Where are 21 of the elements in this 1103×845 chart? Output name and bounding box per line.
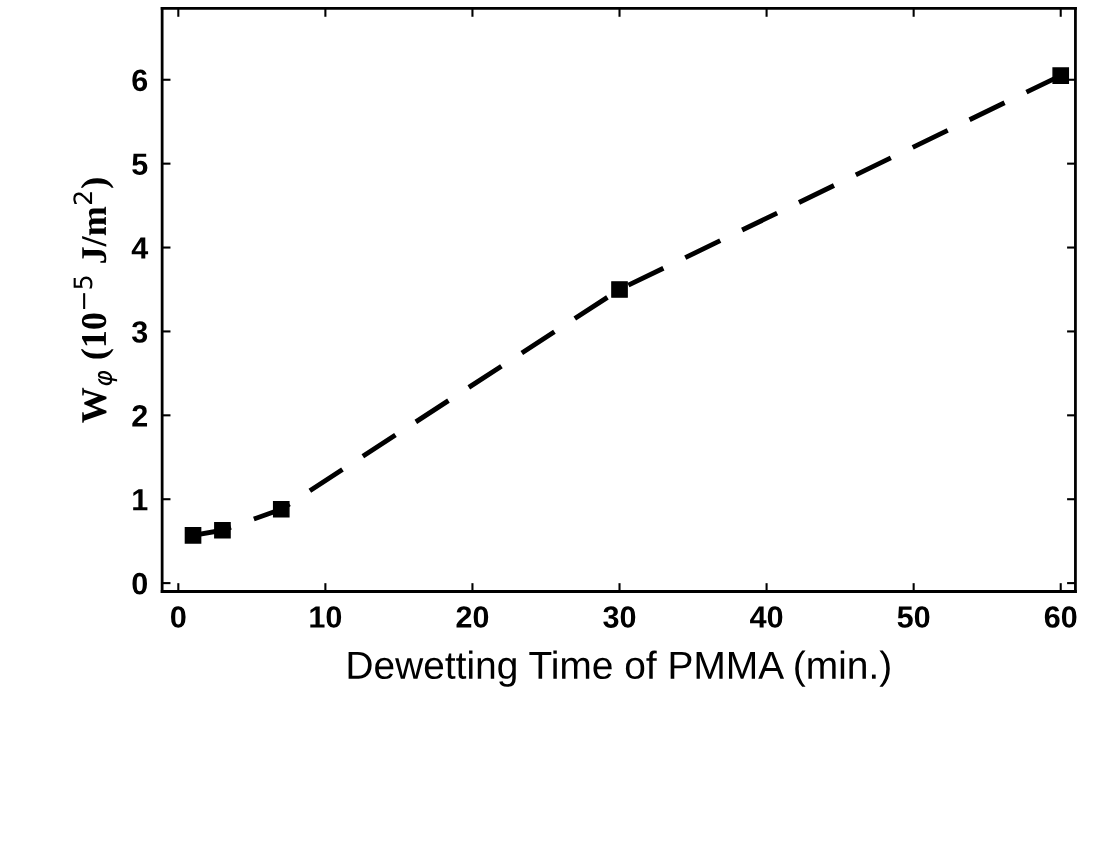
y-axis-title: W$_{φ}$ (10$^{−5}$ J/m$^{2}$) bbox=[73, 178, 118, 423]
x-tick-label: 10 bbox=[310, 606, 342, 628]
point bbox=[272, 500, 290, 518]
y-tick-label: 5 bbox=[132, 153, 148, 176]
x-tick-label: 20 bbox=[456, 606, 489, 628]
y-tick-label: 0 bbox=[132, 572, 147, 595]
y-tick-label: 1 bbox=[133, 489, 148, 511]
x-axis-title: Dewetting Time of PMMA (min.) bbox=[348, 650, 890, 687]
point bbox=[184, 526, 202, 544]
y-tick-label: 2 bbox=[132, 405, 148, 427]
point bbox=[214, 521, 231, 539]
x-tick-label: 60 bbox=[1044, 606, 1077, 628]
x-tick-label: 50 bbox=[897, 606, 930, 628]
y-tick-label: 6 bbox=[132, 69, 148, 92]
point bbox=[611, 281, 628, 298]
x-tick-label: 0 bbox=[171, 606, 186, 628]
point bbox=[1052, 67, 1070, 84]
x-tick-label: 40 bbox=[750, 606, 783, 628]
x-tick-label: 30 bbox=[603, 606, 636, 628]
y-tick-label: 3 bbox=[131, 321, 148, 343]
y-tick-label: 4 bbox=[131, 237, 149, 259]
